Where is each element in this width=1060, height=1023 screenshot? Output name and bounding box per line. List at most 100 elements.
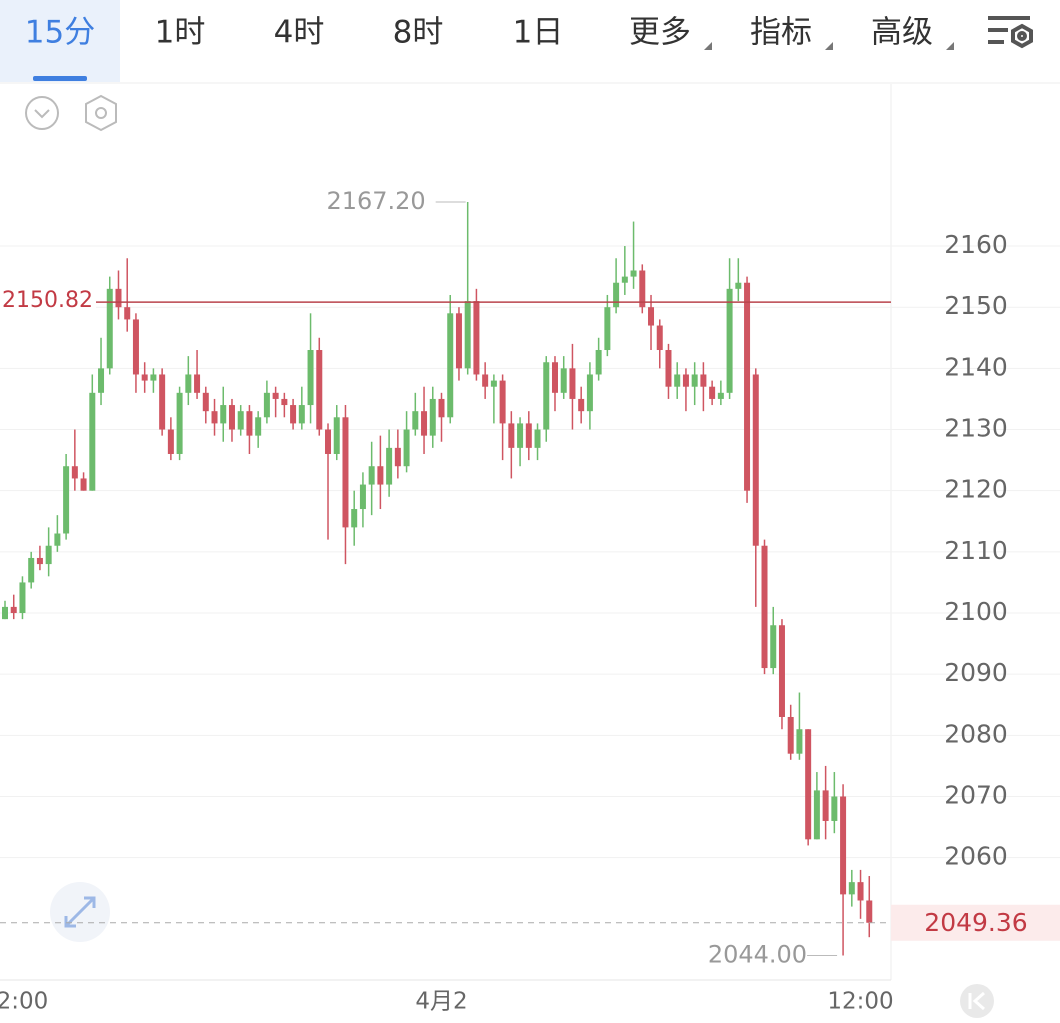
tab[interactable]: 指标 — [750, 15, 812, 51]
candle-body — [45, 545, 52, 565]
candle-body — [272, 392, 279, 399]
last-price-label: 2049.36 — [924, 908, 1027, 937]
tab[interactable]: 高级 — [871, 15, 933, 51]
candle-body — [735, 282, 742, 289]
candle-body — [246, 411, 253, 436]
settings-icon[interactable] — [988, 16, 1033, 49]
reference-label-bg — [0, 287, 96, 316]
candle-body — [342, 417, 349, 528]
candle-body — [325, 429, 332, 454]
candle-body — [543, 362, 550, 430]
candle-body — [517, 423, 524, 448]
candle-body — [438, 398, 445, 418]
y-tick-label: 2080 — [944, 719, 1008, 748]
candle-body — [106, 288, 113, 369]
candle-body — [176, 392, 183, 454]
candle-body — [787, 716, 794, 754]
candle-body — [36, 557, 43, 565]
candle-body — [202, 392, 209, 412]
candle-body — [586, 374, 593, 412]
candle-body — [298, 405, 305, 424]
candle-body — [132, 319, 139, 375]
candle-body — [394, 447, 401, 467]
candle-body — [857, 882, 864, 901]
y-tick-label: 2120 — [944, 475, 1008, 504]
y-tick-label: 2070 — [944, 781, 1008, 810]
candle-body — [674, 374, 681, 387]
candle-body — [89, 392, 96, 491]
candle-body — [2, 606, 8, 620]
candle-body — [228, 405, 235, 430]
candle-body — [490, 380, 497, 387]
y-tick-label: 2090 — [944, 658, 1008, 687]
candle-body — [167, 429, 174, 454]
candle-body — [499, 380, 506, 424]
x-tick-label: 12:00 — [827, 989, 893, 1015]
candle-body — [822, 790, 829, 821]
candle-body — [28, 557, 35, 583]
candle-body — [796, 729, 803, 754]
candle-body — [525, 423, 532, 448]
candle-body — [80, 478, 87, 491]
candle-body — [237, 411, 244, 430]
max-label: 2167.20 — [326, 187, 425, 215]
candle-body — [429, 398, 436, 436]
y-tick-label: 2060 — [944, 842, 1008, 871]
candle-body — [595, 350, 602, 375]
candle-body — [211, 411, 218, 424]
candle-body — [648, 307, 655, 326]
candle-body — [150, 374, 157, 381]
candle-body — [290, 405, 297, 424]
candle-body — [639, 270, 646, 308]
tab[interactable]: 8时 — [393, 15, 444, 51]
candle-body — [560, 368, 567, 393]
candle-body — [840, 796, 847, 895]
candle-body — [482, 374, 489, 387]
candle-body — [717, 392, 724, 399]
reference-label: 2150.82 — [2, 288, 93, 313]
expand-button[interactable] — [50, 882, 110, 942]
tab[interactable]: 15分 — [25, 15, 95, 51]
candle-body — [159, 374, 166, 430]
candle-body — [709, 386, 716, 399]
candle-body — [386, 447, 393, 485]
candle-body — [656, 325, 663, 351]
candle-body — [621, 276, 628, 283]
candle-body — [307, 350, 314, 406]
candle-body — [333, 417, 340, 454]
candle-body — [98, 368, 105, 393]
y-tick-label: 2150 — [944, 291, 1008, 320]
candle-body — [124, 307, 131, 320]
x-tick-label: 4月2 — [415, 989, 467, 1015]
tab[interactable]: 1时 — [155, 15, 206, 51]
candle-body — [866, 900, 873, 923]
collapse-icon[interactable] — [25, 96, 59, 130]
candle-body — [377, 466, 384, 485]
y-tick-label: 2110 — [944, 536, 1008, 565]
candle-body — [71, 466, 78, 479]
candle-body — [115, 288, 122, 308]
tab-dropdown-marker — [704, 42, 712, 50]
candle-body — [604, 307, 611, 351]
y-tick-label: 2140 — [944, 352, 1008, 381]
tab[interactable]: 1日 — [513, 15, 564, 51]
candle-body — [534, 429, 541, 448]
tab[interactable]: 4时 — [274, 15, 325, 51]
candle-body — [10, 606, 17, 614]
tab-dropdown-marker — [946, 42, 954, 50]
active-tab-indicator — [33, 76, 87, 81]
hex-settings-icon[interactable] — [85, 94, 117, 132]
candle-body — [778, 625, 785, 717]
candle-body — [19, 582, 26, 614]
candle-body — [281, 398, 288, 406]
candle-body — [630, 270, 637, 277]
candle-body — [412, 411, 419, 430]
candle-body — [141, 374, 148, 381]
tab[interactable]: 更多 — [629, 15, 691, 51]
scroll-latest-button[interactable] — [960, 984, 994, 1018]
candle-body — [421, 411, 428, 436]
candle-body — [752, 374, 759, 546]
candle-body — [464, 301, 471, 369]
